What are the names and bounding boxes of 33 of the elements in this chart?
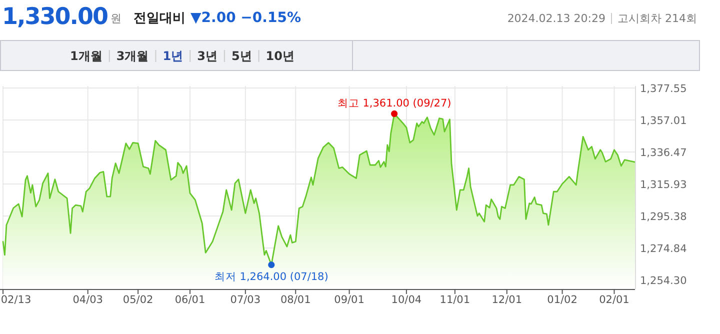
y-tick-label: 1,315.93 [640,178,687,191]
y-tick-label: 1,336.47 [640,146,687,159]
text: 5년 [231,49,252,63]
text: 전일대비 [134,11,186,26]
y-tick-label: 1,295.38 [640,210,687,223]
x-tick-label: 04/03 [72,294,103,306]
x-tick-label: 05/02 [122,294,154,306]
text: 원 [110,12,122,25]
annotation: 최고 1,361.00 (09/27) [337,98,452,110]
text: 3개월 [116,49,149,63]
x-tick-label: 10/04 [391,294,422,306]
annotation: 최저 1,264.00 (07/18) [214,270,328,283]
chart-title: 1,330.00 [2,4,108,30]
x-tick-label: 02/01 [599,294,630,306]
x-tick-label: 01/02 [547,294,578,306]
text: 10년 [266,49,294,63]
x-tick-label: 08/01 [280,294,311,306]
x-tick-label: 02/13 [0,294,32,306]
text: 고시회차 214회 [618,12,697,25]
x-tick-label: 07/03 [230,294,261,306]
y-tick-label: 1,377.55 [640,82,687,95]
x-tick-label: 11/01 [440,294,470,306]
y-tick-label: 1,274.84 [640,242,688,255]
x-tick-label: 09/01 [334,294,364,306]
text: 2024.02.13 20:29 [507,12,606,25]
text: 3년 [197,49,218,63]
x-tick-label: 06/01 [174,294,206,306]
x-tick-label: 12/01 [492,294,522,306]
text: ▼2.00 −0.15% [190,10,301,26]
y-tick-label: 1,254.30 [640,274,687,287]
text: 1년 [162,49,184,63]
y-tick-label: 1,357.01 [640,114,687,127]
text: 1개월 [70,49,102,63]
